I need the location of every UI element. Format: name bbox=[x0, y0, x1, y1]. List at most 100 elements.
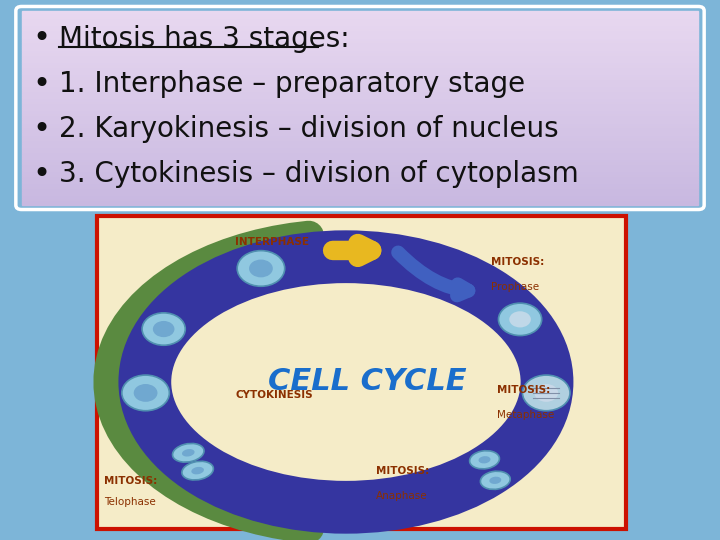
Bar bbox=[22, 84, 698, 86]
Bar bbox=[22, 150, 698, 152]
Bar bbox=[22, 184, 698, 186]
Bar bbox=[22, 125, 698, 127]
Bar bbox=[22, 176, 698, 178]
Bar bbox=[22, 135, 698, 137]
Bar bbox=[22, 43, 698, 45]
Bar bbox=[22, 40, 698, 42]
Bar bbox=[22, 181, 698, 184]
Text: 2. Karyokinesis – division of nucleus: 2. Karyokinesis – division of nucleus bbox=[59, 115, 559, 143]
Circle shape bbox=[249, 260, 273, 278]
Bar bbox=[22, 164, 698, 166]
Bar bbox=[22, 113, 698, 116]
Bar bbox=[22, 203, 698, 205]
Bar bbox=[22, 45, 698, 47]
Bar bbox=[22, 140, 698, 142]
Bar bbox=[22, 195, 698, 198]
Text: •: • bbox=[32, 24, 51, 53]
Bar bbox=[22, 111, 698, 113]
Text: INTERPHASE: INTERPHASE bbox=[235, 237, 310, 247]
Circle shape bbox=[153, 321, 174, 337]
Circle shape bbox=[498, 303, 541, 335]
Bar bbox=[22, 116, 698, 118]
Bar bbox=[22, 186, 698, 188]
Text: Anaphase: Anaphase bbox=[376, 491, 428, 501]
Bar bbox=[22, 32, 698, 35]
Text: Prophase: Prophase bbox=[491, 282, 539, 292]
Bar bbox=[22, 64, 698, 66]
Bar bbox=[22, 193, 698, 195]
Bar bbox=[22, 93, 698, 96]
Circle shape bbox=[523, 375, 570, 411]
Circle shape bbox=[509, 311, 531, 327]
Bar bbox=[22, 103, 698, 106]
Text: 3. Cytokinesis – division of cytoplasm: 3. Cytokinesis – division of cytoplasm bbox=[59, 160, 579, 188]
Bar bbox=[22, 62, 698, 64]
Text: •: • bbox=[32, 160, 51, 189]
Bar bbox=[22, 130, 698, 132]
Ellipse shape bbox=[469, 451, 500, 469]
Bar bbox=[22, 166, 698, 168]
Bar bbox=[22, 52, 698, 55]
Circle shape bbox=[134, 384, 158, 402]
Bar bbox=[22, 89, 698, 91]
Bar bbox=[22, 161, 698, 164]
Bar bbox=[22, 21, 698, 23]
Ellipse shape bbox=[192, 467, 204, 474]
Bar bbox=[22, 152, 698, 154]
Bar bbox=[22, 72, 698, 74]
Bar bbox=[22, 198, 698, 200]
Bar bbox=[22, 157, 698, 159]
Bar bbox=[22, 67, 698, 69]
Bar bbox=[22, 79, 698, 82]
Bar bbox=[22, 120, 698, 123]
Bar bbox=[22, 74, 698, 76]
Text: MITOSIS:: MITOSIS: bbox=[497, 384, 550, 395]
Ellipse shape bbox=[173, 443, 204, 462]
Bar bbox=[22, 174, 698, 176]
Bar bbox=[22, 57, 698, 59]
Bar bbox=[22, 188, 698, 191]
Text: MITOSIS:: MITOSIS: bbox=[491, 256, 544, 267]
Bar bbox=[22, 191, 698, 193]
Bar bbox=[22, 86, 698, 89]
Circle shape bbox=[237, 251, 284, 286]
Bar bbox=[22, 18, 698, 21]
Bar bbox=[22, 145, 698, 147]
Ellipse shape bbox=[480, 471, 510, 489]
Ellipse shape bbox=[479, 456, 490, 463]
Circle shape bbox=[142, 313, 185, 345]
Text: CELL CYCLE: CELL CYCLE bbox=[269, 368, 467, 396]
Bar bbox=[22, 30, 698, 32]
Bar bbox=[22, 127, 698, 130]
Bar bbox=[22, 147, 698, 149]
Bar bbox=[22, 142, 698, 145]
Bar bbox=[22, 91, 698, 93]
Text: 1. Interphase – preparatory stage: 1. Interphase – preparatory stage bbox=[59, 70, 525, 98]
Bar bbox=[22, 69, 698, 71]
Bar bbox=[22, 82, 698, 84]
Bar bbox=[22, 118, 698, 120]
Ellipse shape bbox=[490, 477, 501, 484]
Text: •: • bbox=[32, 114, 51, 144]
Bar bbox=[22, 13, 698, 16]
Text: Telophase: Telophase bbox=[104, 497, 156, 507]
Bar bbox=[22, 137, 698, 139]
Bar bbox=[22, 159, 698, 161]
Bar bbox=[22, 106, 698, 108]
Text: CYTOKINESIS: CYTOKINESIS bbox=[235, 389, 313, 400]
Text: MITOSIS:: MITOSIS: bbox=[104, 476, 158, 486]
Bar bbox=[22, 38, 698, 40]
Bar bbox=[22, 77, 698, 79]
Bar bbox=[22, 200, 698, 203]
Text: Mitosis has 3 stages:: Mitosis has 3 stages: bbox=[59, 25, 350, 53]
Ellipse shape bbox=[201, 292, 491, 472]
Bar bbox=[22, 16, 698, 18]
Bar bbox=[22, 171, 698, 174]
Bar bbox=[22, 55, 698, 57]
Bar bbox=[22, 101, 698, 103]
Bar bbox=[22, 123, 698, 125]
Text: •: • bbox=[32, 70, 51, 98]
Bar bbox=[22, 28, 698, 30]
Bar bbox=[22, 154, 698, 157]
Ellipse shape bbox=[182, 461, 213, 480]
